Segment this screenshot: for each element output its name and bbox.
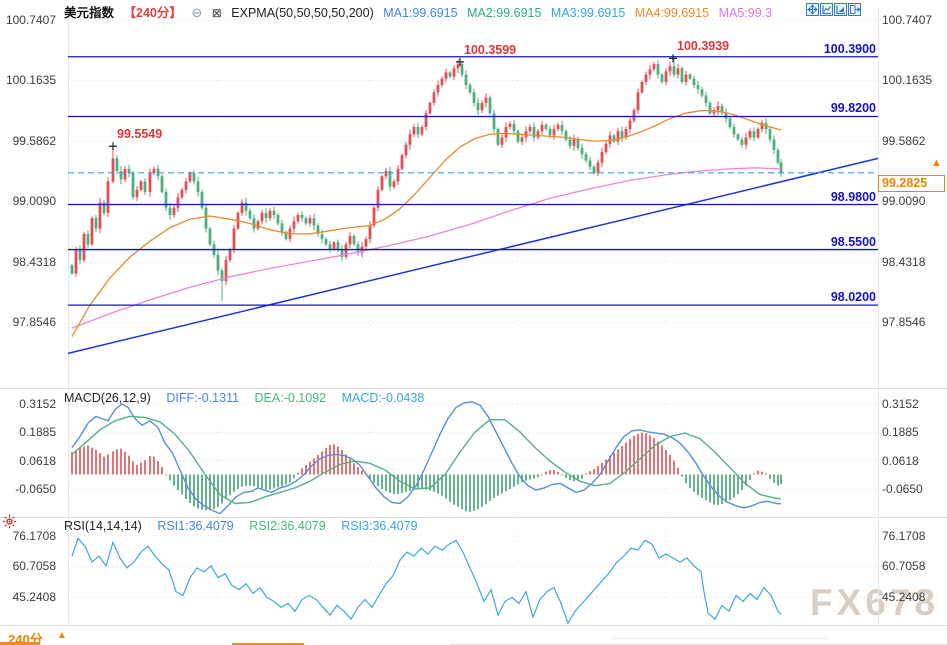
scrollbar-tab-highlight <box>0 642 40 645</box>
rsi-name[interactable]: RSI(14,14,14) <box>64 519 142 533</box>
chart-header: 美元指数 【240分】 ⊖ ⊠ EXPMA(50,50,50,50,200) M… <box>64 2 778 21</box>
macd-diff-value: DIFF:-0.1311 <box>166 391 240 405</box>
scrollbar-thumb[interactable] <box>232 643 304 645</box>
grid-window-icon[interactable] <box>820 3 833 16</box>
pan-tool-icon[interactable] <box>806 3 819 16</box>
price-up-arrow-icon: ▲ <box>931 156 942 169</box>
ma1-value: MA1:99.6915 <box>383 6 458 20</box>
symbol-name[interactable]: 美元指数 <box>64 6 115 20</box>
indicator-icon: ⊠ <box>211 6 222 20</box>
ma4-value: MA4:99.6915 <box>634 6 710 20</box>
link-icon[interactable]: ⊖ <box>191 5 203 20</box>
expma-label[interactable]: EXPMA(50,50,50,50,200) <box>231 6 374 20</box>
rsi3-value: RSI3:36.4079 <box>341 519 418 533</box>
rsi1-value: RSI1:36.4079 <box>157 519 234 533</box>
chart-toolbar <box>806 3 861 16</box>
scrollbar-track-segment <box>613 638 827 639</box>
rsi-header: RSI(14,14,14) RSI1:36.4079 RSI2:36.4079 … <box>64 519 430 533</box>
indicator-settings-icon[interactable] <box>2 514 17 529</box>
timeframe-button[interactable]: 240分 <box>8 632 43 645</box>
macd-macd-value: MACD:-0.0438 <box>341 391 425 405</box>
macd-dea-value: DEA:-0.1092 <box>254 391 327 405</box>
current-price-tag: 99.2825 <box>878 174 945 192</box>
ma2-value: MA2:99.6915 <box>467 6 542 20</box>
chart-window-icon[interactable] <box>834 3 847 16</box>
macd-header: MACD(26,12,9) DIFF:-0.1311 DEA:-0.1092 M… <box>64 391 436 405</box>
export-window-icon[interactable] <box>848 3 861 16</box>
ma3-value: MA3:99.6915 <box>550 6 626 20</box>
ma5-value: MA5:99.3 <box>718 6 773 20</box>
watermark: FX678 <box>810 582 940 623</box>
macd-name[interactable]: MACD(26,12,9) <box>64 391 151 405</box>
timeframe-label[interactable]: 【240分】 <box>123 6 182 20</box>
rsi2-value: RSI2:36.4079 <box>249 519 326 533</box>
timeframe-dropdown-icon[interactable]: ▲ <box>57 630 67 641</box>
